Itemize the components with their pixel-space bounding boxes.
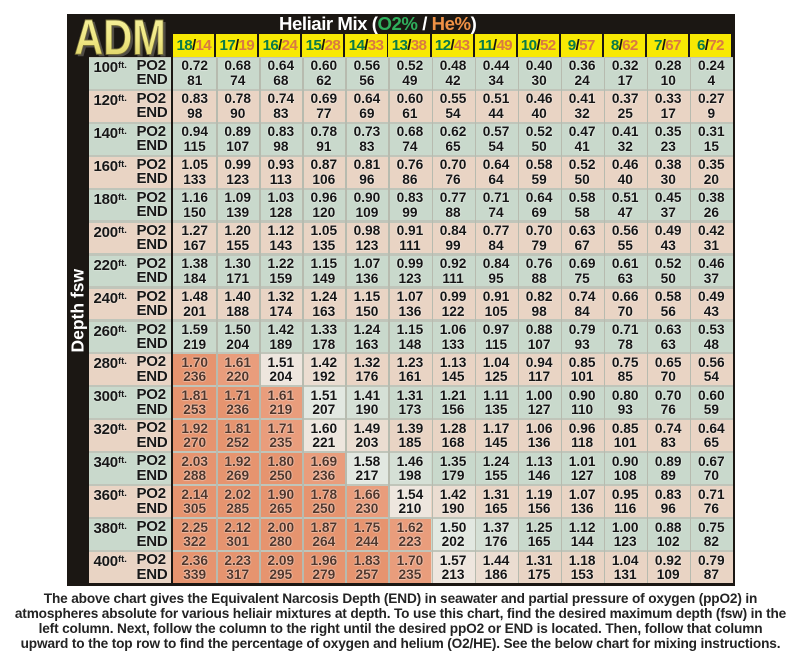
- svg-text:ADM: ADM: [77, 14, 169, 59]
- svg-text:ADM: ADM: [74, 14, 166, 59]
